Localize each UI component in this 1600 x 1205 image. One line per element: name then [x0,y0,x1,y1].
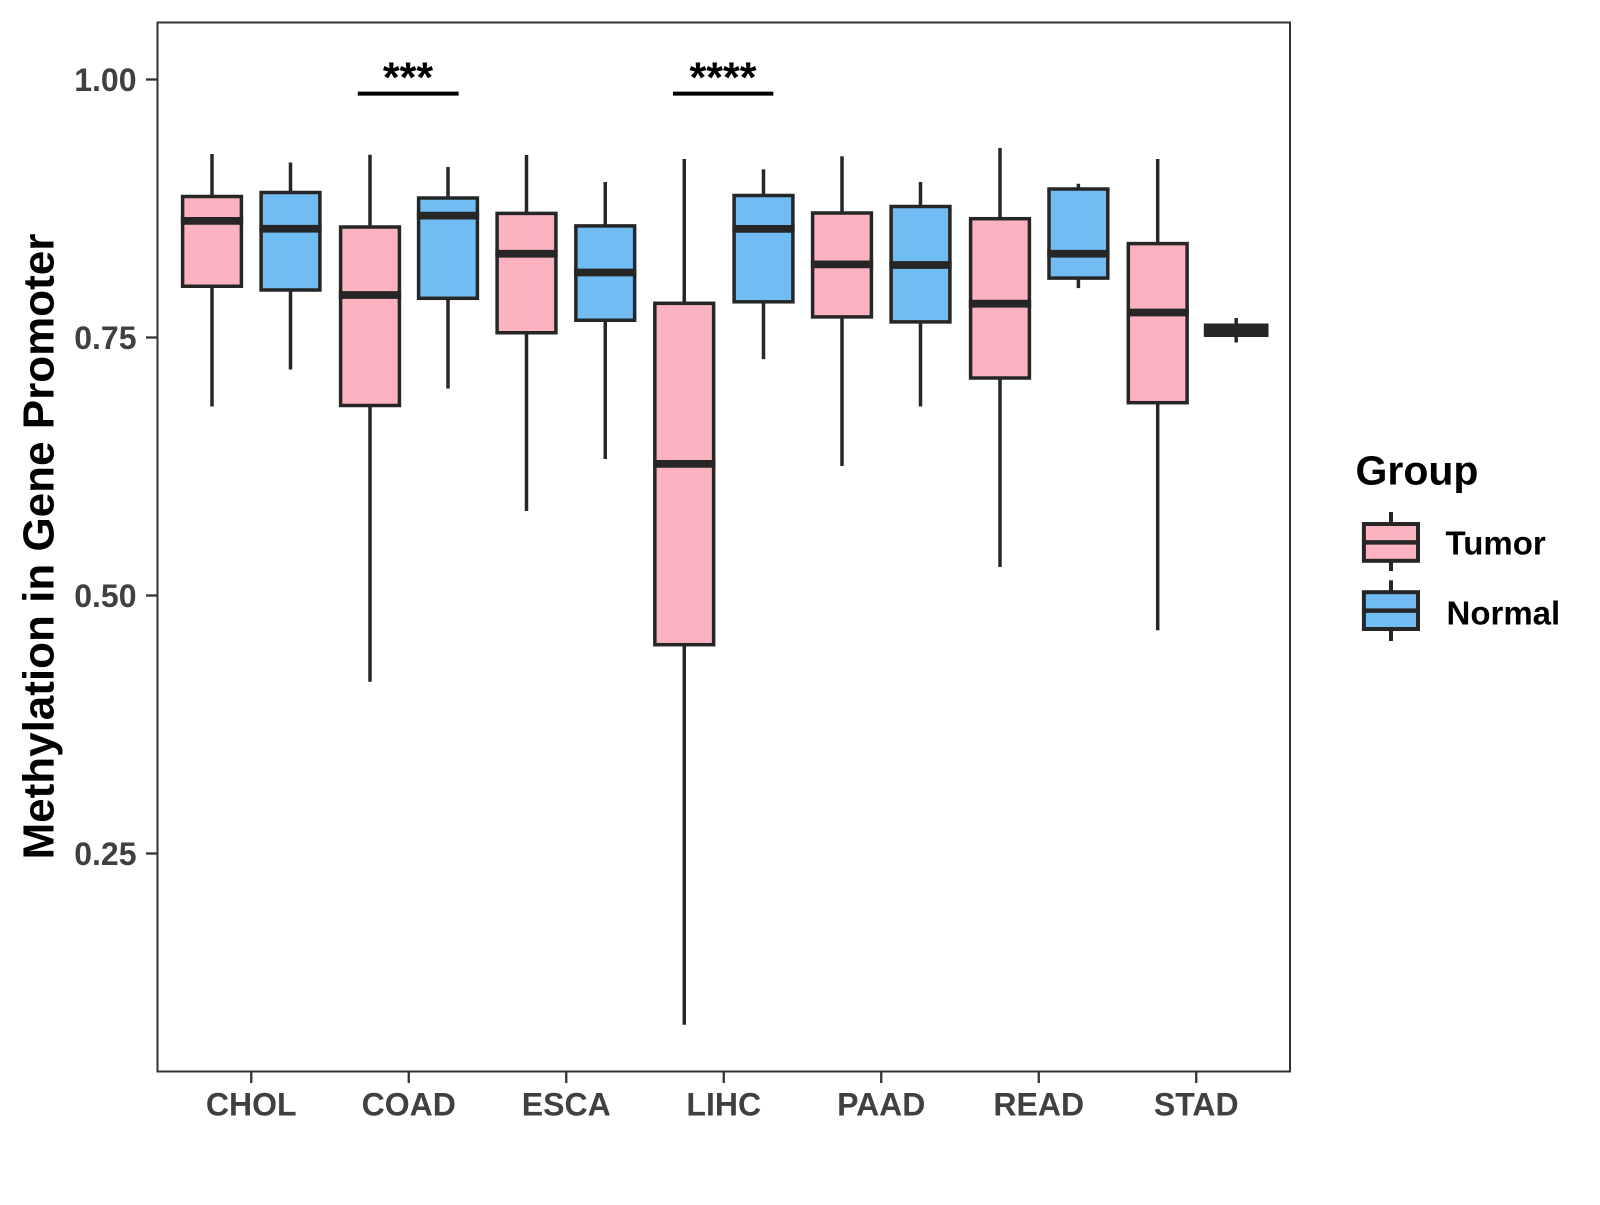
svg-text:STAD: STAD [1154,1087,1239,1123]
svg-text:0.75: 0.75 [74,320,136,356]
svg-text:CHOL: CHOL [206,1087,297,1123]
svg-text:1.00: 1.00 [74,62,136,98]
svg-text:Normal: Normal [1447,595,1561,632]
svg-text:0.50: 0.50 [74,578,136,614]
svg-text:COAD: COAD [362,1087,456,1123]
svg-text:READ: READ [993,1087,1084,1123]
svg-text:0.25: 0.25 [74,836,136,872]
svg-text:ESCA: ESCA [522,1087,611,1123]
svg-text:PAAD: PAAD [837,1087,925,1123]
svg-text:****: **** [690,54,757,102]
svg-text:Tumor: Tumor [1446,525,1546,562]
svg-text:***: *** [383,54,433,102]
svg-text:LIHC: LIHC [686,1087,761,1123]
svg-text:Methylation in Gene Promoter: Methylation in Gene Promoter [15,234,64,860]
svg-text:Group: Group [1356,448,1479,494]
